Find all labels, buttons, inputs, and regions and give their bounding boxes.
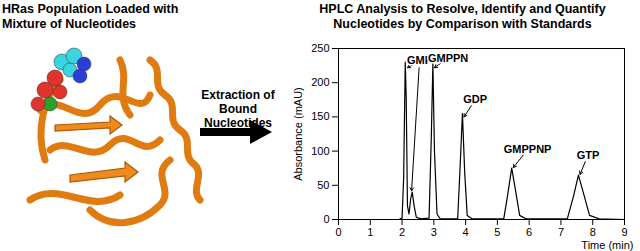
html-text:HPLC Analysis to Resolve, Iden: HPLC Analysis to Resolve, Identify and Q…	[319, 2, 606, 31]
svg-text:9: 9	[621, 226, 627, 238]
svg-text:6: 6	[526, 226, 532, 238]
svg-text:GMPPN: GMPPN	[428, 52, 468, 64]
svg-text:2: 2	[399, 226, 405, 238]
svg-text:7: 7	[558, 226, 564, 238]
html-text:Extraction of Bound Nucleotide: Extraction of Bound Nucleotides	[201, 88, 275, 130]
svg-text:4: 4	[463, 226, 469, 238]
svg-text:1: 1	[367, 226, 373, 238]
html-text:HRas Population Loaded with Mi: HRas Population Loaded with Mixture of N…	[2, 2, 179, 31]
svg-text:Time (min): Time (min)	[581, 239, 633, 251]
svg-text:250: 250	[311, 42, 329, 54]
svg-text:GTP: GTP	[577, 149, 600, 161]
svg-text:GMPPNP: GMPPNP	[504, 143, 552, 155]
svg-text:150: 150	[311, 110, 329, 122]
svg-text:50: 50	[317, 179, 329, 191]
svg-text:Absorbance (mAU): Absorbance (mAU)	[292, 87, 304, 181]
svg-text:GMP: GMP	[407, 54, 433, 67]
svg-text:3: 3	[431, 226, 437, 238]
svg-text:0: 0	[323, 213, 329, 225]
svg-text:200: 200	[311, 76, 329, 88]
svg-text:100: 100	[311, 145, 329, 157]
svg-text:5: 5	[494, 226, 500, 238]
svg-text:0: 0	[335, 226, 341, 238]
svg-text:GDP: GDP	[463, 93, 487, 105]
svg-text:8: 8	[590, 226, 596, 238]
